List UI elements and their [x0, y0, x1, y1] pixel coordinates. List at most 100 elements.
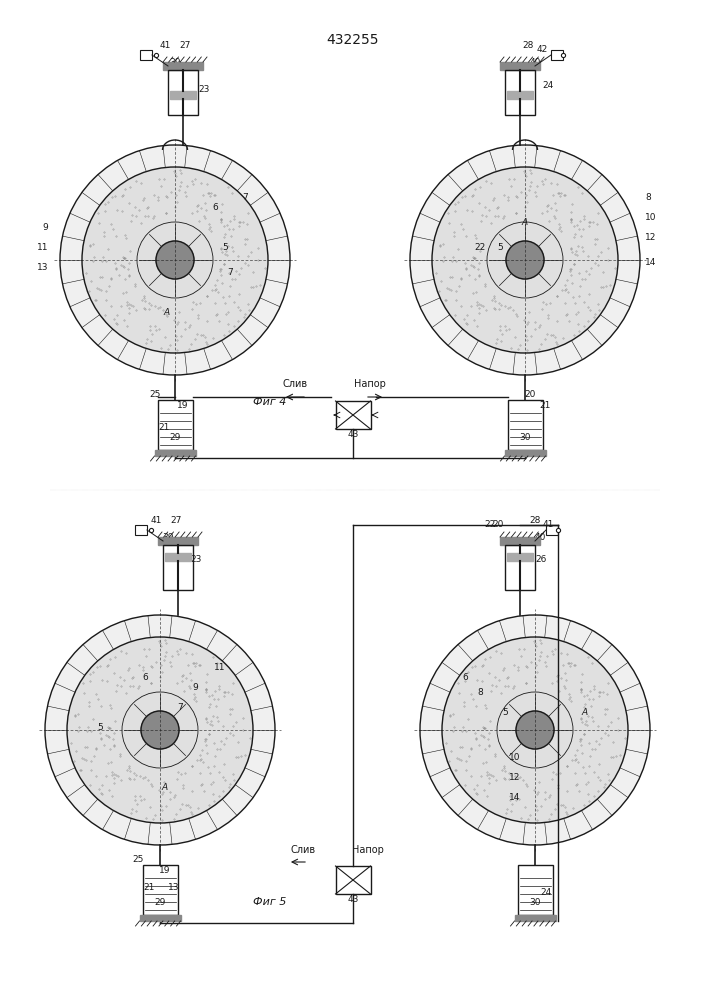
- Bar: [139, 915, 180, 921]
- Circle shape: [141, 711, 179, 749]
- Text: Слив: Слив: [291, 845, 315, 855]
- Bar: [158, 537, 198, 545]
- Text: 30: 30: [530, 898, 541, 907]
- Text: A: A: [164, 308, 170, 317]
- Text: 8: 8: [477, 688, 483, 697]
- Text: 14: 14: [508, 793, 520, 802]
- Text: 7: 7: [177, 703, 183, 712]
- Circle shape: [432, 167, 618, 353]
- Text: 25: 25: [132, 855, 144, 864]
- Text: 22: 22: [484, 520, 496, 529]
- Bar: [155, 450, 196, 456]
- Bar: [140, 50, 152, 60]
- Text: 29: 29: [154, 898, 165, 907]
- Text: 14: 14: [645, 258, 656, 267]
- Circle shape: [420, 615, 650, 845]
- Text: 27: 27: [180, 41, 191, 50]
- Text: 10: 10: [645, 213, 657, 222]
- Text: 28: 28: [522, 41, 534, 50]
- Text: A: A: [582, 708, 588, 717]
- Bar: [507, 553, 533, 561]
- Text: 6: 6: [462, 673, 468, 682]
- Circle shape: [506, 241, 544, 279]
- Text: 41: 41: [151, 516, 162, 525]
- Bar: [336, 866, 370, 894]
- Text: 22: 22: [474, 243, 486, 252]
- Text: 40: 40: [530, 58, 541, 67]
- Bar: [505, 70, 535, 115]
- Bar: [508, 400, 542, 450]
- Text: 24: 24: [542, 81, 554, 90]
- Text: 24: 24: [540, 888, 551, 897]
- Bar: [515, 915, 556, 921]
- Text: A: A: [522, 218, 528, 227]
- Bar: [135, 525, 147, 535]
- Text: 43: 43: [347, 430, 358, 439]
- Bar: [505, 545, 535, 590]
- Text: 7: 7: [227, 268, 233, 277]
- Text: 10: 10: [508, 753, 520, 762]
- Text: 28: 28: [530, 516, 541, 525]
- Bar: [163, 545, 193, 590]
- Text: 20: 20: [492, 520, 503, 529]
- Bar: [158, 400, 192, 450]
- Text: 20: 20: [525, 390, 536, 399]
- Bar: [168, 70, 198, 115]
- Text: Напор: Напор: [354, 379, 386, 389]
- Text: A: A: [162, 783, 168, 792]
- Text: Фиг 5: Фиг 5: [253, 897, 286, 907]
- Text: 13: 13: [37, 263, 48, 272]
- Text: 19: 19: [177, 401, 189, 410]
- Bar: [507, 91, 533, 99]
- Text: Слив: Слив: [282, 379, 308, 389]
- Circle shape: [156, 241, 194, 279]
- Circle shape: [410, 145, 640, 375]
- Circle shape: [60, 145, 290, 375]
- Circle shape: [442, 637, 628, 823]
- Text: 9: 9: [192, 683, 198, 692]
- Text: 13: 13: [168, 883, 180, 892]
- Bar: [518, 865, 552, 915]
- Bar: [170, 91, 196, 99]
- Text: Фиг 4: Фиг 4: [253, 397, 286, 407]
- Text: 41: 41: [159, 41, 170, 50]
- Text: 12: 12: [645, 233, 656, 242]
- Text: 42: 42: [537, 45, 548, 54]
- Bar: [143, 865, 177, 915]
- Text: 40: 40: [534, 533, 546, 542]
- Bar: [546, 525, 558, 535]
- Text: 30: 30: [519, 433, 531, 442]
- Text: 432255: 432255: [327, 33, 379, 47]
- Text: 21: 21: [158, 423, 170, 432]
- Circle shape: [45, 615, 275, 845]
- Circle shape: [516, 711, 554, 749]
- Text: 43: 43: [347, 895, 358, 904]
- Circle shape: [82, 167, 268, 353]
- Text: 39: 39: [162, 533, 174, 542]
- Circle shape: [67, 637, 253, 823]
- Text: Напор: Напор: [352, 845, 384, 855]
- Text: 21: 21: [144, 883, 155, 892]
- Text: 5: 5: [497, 243, 503, 252]
- Text: 23: 23: [198, 86, 209, 95]
- Text: 12: 12: [508, 773, 520, 782]
- Text: 11: 11: [214, 663, 226, 672]
- Text: 7: 7: [242, 193, 248, 202]
- Text: 6: 6: [142, 673, 148, 682]
- Bar: [163, 62, 203, 70]
- Text: 21: 21: [539, 401, 551, 410]
- Text: 29: 29: [169, 433, 181, 442]
- Bar: [165, 553, 191, 561]
- Text: 8: 8: [645, 193, 650, 202]
- Bar: [500, 537, 540, 545]
- Bar: [336, 401, 370, 429]
- Text: 11: 11: [37, 243, 48, 252]
- Text: 5: 5: [502, 708, 508, 717]
- Text: 41: 41: [542, 520, 554, 529]
- Bar: [505, 450, 546, 456]
- Text: 27: 27: [170, 516, 182, 525]
- Text: 25: 25: [149, 390, 160, 399]
- Text: 26: 26: [535, 556, 547, 564]
- Text: 39: 39: [169, 58, 181, 67]
- Text: 6: 6: [212, 203, 218, 212]
